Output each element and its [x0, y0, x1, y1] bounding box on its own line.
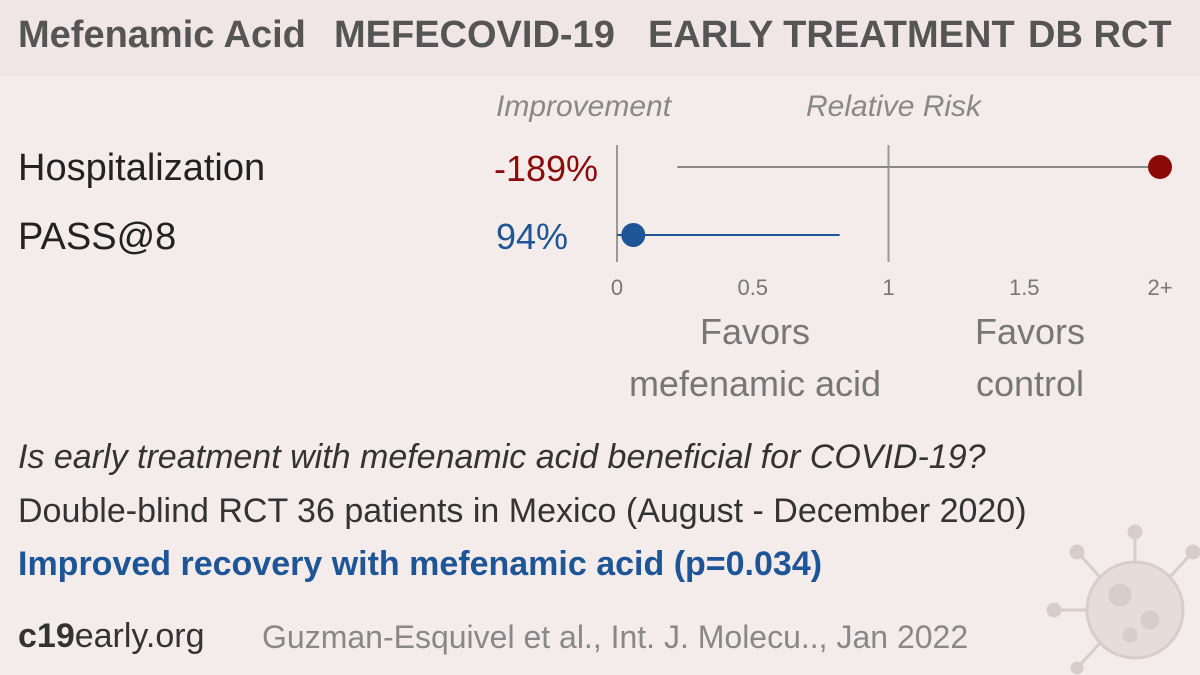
summary-question: Is early treatment with mefenamic acid b…: [18, 438, 986, 476]
favR-line: Favors: [974, 311, 1086, 352]
citation: Guzman-Esquivel et al., Int. J. Molecu..…: [262, 619, 969, 655]
improvement-pass8: 94%: [496, 216, 569, 257]
header-bar: Mefenamic Acid MEFECOVID-19 EARLY TREATM…: [0, 0, 1200, 76]
favL-line: mefenamic acid: [628, 363, 882, 404]
summary-design: Double-blind RCT 36 patients in Mexico (…: [18, 492, 1027, 530]
x-tick-label: 1.5: [1009, 275, 1040, 300]
point-estimate: [621, 223, 646, 247]
favors-control-label: Favors control: [930, 306, 1130, 410]
virus-icon: [1046, 524, 1200, 675]
forest-plot: 0 0.5 1 1.5 2+: [611, 145, 1173, 300]
site-logo-text: c19early.org: [18, 617, 205, 656]
row-label-pass8: PASS@8: [18, 216, 177, 258]
x-tick-label: 0.5: [737, 275, 768, 300]
header-stage: EARLY TREATMENT: [648, 14, 1015, 56]
relative-risk-column-header: Relative Risk: [806, 90, 982, 123]
row-label-hospitalization: Hospitalization: [18, 147, 266, 189]
header-drug: Mefenamic Acid: [18, 14, 306, 56]
header-design: DB RCT: [1028, 14, 1172, 56]
x-tick-label: 1: [882, 275, 894, 300]
favR-line: control: [975, 363, 1085, 404]
favors-mefenamic-label: Favors mefenamic acid: [600, 306, 910, 410]
x-tick-label: 0: [611, 275, 623, 300]
improvement-hospitalization: -189%: [494, 148, 599, 189]
improvement-column-header: Improvement: [496, 90, 672, 123]
point-estimate: [1148, 155, 1172, 179]
x-tick-label: 2+: [1147, 275, 1172, 300]
site-bold: c19: [18, 617, 75, 655]
site-rest: early.org: [74, 617, 205, 655]
header-trial: MEFECOVID-19: [334, 14, 615, 56]
favL-line: Favors: [699, 311, 811, 352]
summary-result: Improved recovery with mefenamic acid (p…: [18, 545, 823, 583]
